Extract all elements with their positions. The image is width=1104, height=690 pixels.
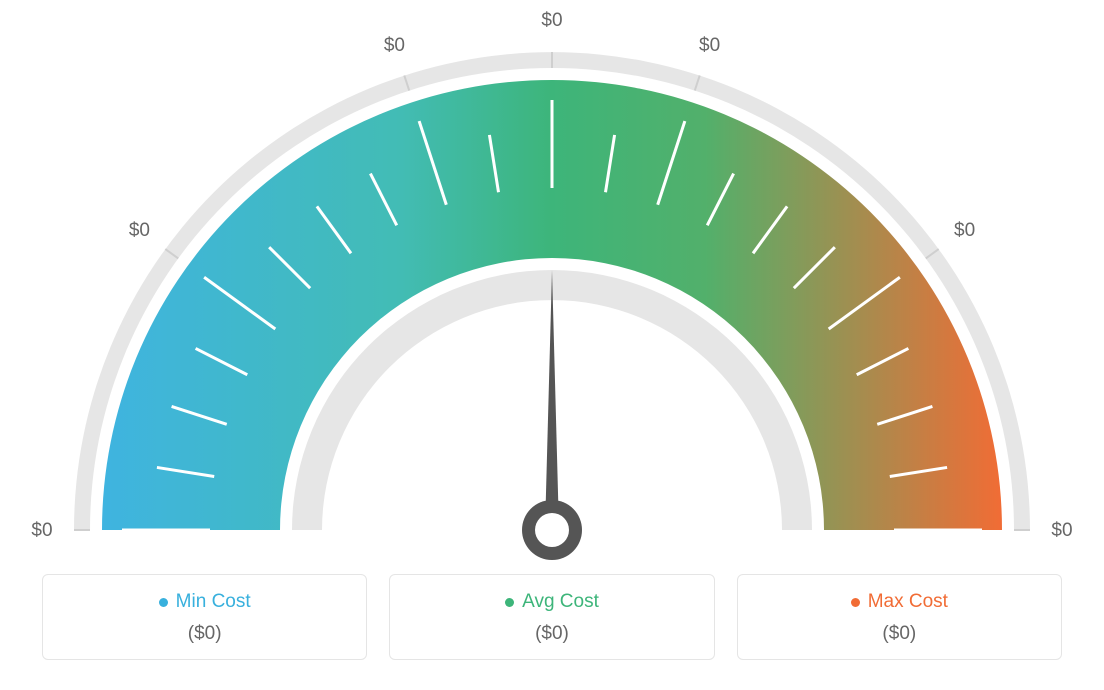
legend-card-min: Min Cost ($0) xyxy=(42,574,367,660)
legend-label: Max Cost xyxy=(868,591,948,613)
legend-value: ($0) xyxy=(400,623,703,645)
legend-title-avg: Avg Cost xyxy=(505,591,599,613)
gauge-tick-label: $0 xyxy=(129,220,150,241)
legend-card-max: Max Cost ($0) xyxy=(737,574,1062,660)
legend-label: Avg Cost xyxy=(522,591,599,613)
gauge-tick-label: $0 xyxy=(384,35,405,56)
legend-title-max: Max Cost xyxy=(851,591,948,613)
gauge-tick-label: $0 xyxy=(954,220,975,241)
gauge-tick-label: $0 xyxy=(31,520,52,541)
legend-value: ($0) xyxy=(53,623,356,645)
dot-icon xyxy=(159,598,168,607)
dot-icon xyxy=(505,598,514,607)
legend-label: Min Cost xyxy=(176,591,251,613)
dot-icon xyxy=(851,598,860,607)
legend-title-min: Min Cost xyxy=(159,591,251,613)
legend-value: ($0) xyxy=(748,623,1051,645)
gauge-needle xyxy=(545,270,559,530)
gauge-svg: $0 $0 $0 $0 $0 $0 $0 xyxy=(0,0,1104,560)
gauge-tick-label: $0 xyxy=(699,35,720,56)
legend-row: Min Cost ($0) Avg Cost ($0) Max Cost ($0… xyxy=(42,574,1062,660)
legend-card-avg: Avg Cost ($0) xyxy=(389,574,714,660)
gauge-tick-label: $0 xyxy=(1051,520,1072,541)
gauge-tick-label: $0 xyxy=(541,10,562,31)
cost-gauge: $0 $0 $0 $0 $0 $0 $0 xyxy=(0,0,1104,560)
